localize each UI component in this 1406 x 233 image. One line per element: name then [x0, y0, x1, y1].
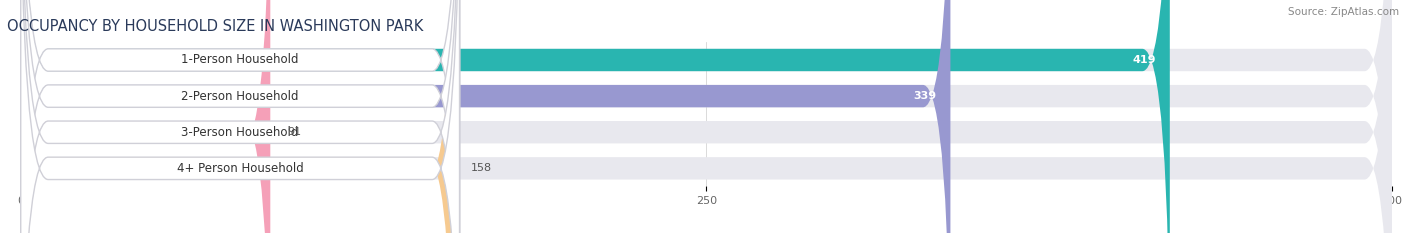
FancyBboxPatch shape	[21, 0, 270, 233]
Text: 419: 419	[1133, 55, 1156, 65]
Text: 1-Person Household: 1-Person Household	[181, 54, 299, 66]
FancyBboxPatch shape	[21, 0, 1170, 233]
FancyBboxPatch shape	[21, 0, 454, 233]
FancyBboxPatch shape	[21, 0, 460, 233]
FancyBboxPatch shape	[21, 0, 460, 233]
FancyBboxPatch shape	[21, 0, 950, 233]
Text: 158: 158	[471, 163, 492, 173]
FancyBboxPatch shape	[21, 0, 1392, 233]
Text: Source: ZipAtlas.com: Source: ZipAtlas.com	[1288, 7, 1399, 17]
Text: 3-Person Household: 3-Person Household	[181, 126, 299, 139]
Text: 4+ Person Household: 4+ Person Household	[177, 162, 304, 175]
Text: 2-Person Household: 2-Person Household	[181, 90, 299, 103]
Text: 339: 339	[914, 91, 936, 101]
FancyBboxPatch shape	[21, 0, 1392, 233]
Text: 91: 91	[287, 127, 301, 137]
Text: OCCUPANCY BY HOUSEHOLD SIZE IN WASHINGTON PARK: OCCUPANCY BY HOUSEHOLD SIZE IN WASHINGTO…	[7, 19, 423, 34]
FancyBboxPatch shape	[21, 0, 460, 233]
FancyBboxPatch shape	[21, 0, 460, 233]
FancyBboxPatch shape	[21, 0, 1392, 233]
FancyBboxPatch shape	[21, 0, 1392, 233]
